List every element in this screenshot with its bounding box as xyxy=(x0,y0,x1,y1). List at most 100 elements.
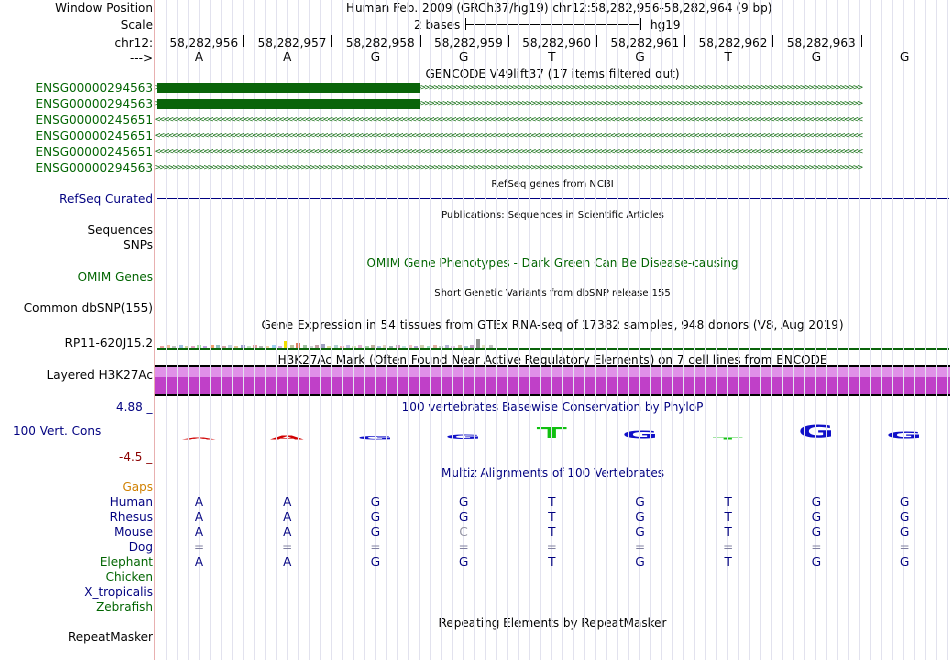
h3k27ac-top-border xyxy=(155,365,950,367)
gencode-item-label[interactable]: ENSG00000294563 xyxy=(35,161,153,175)
grid-line xyxy=(760,0,761,660)
gtex-tissue-bar[interactable] xyxy=(172,346,177,348)
gtex-tissue-bar[interactable] xyxy=(463,346,468,348)
gtex-tissue-bar[interactable] xyxy=(377,346,381,348)
gtex-tissue-bar[interactable] xyxy=(184,346,189,348)
gtex-tissue-bar[interactable] xyxy=(432,345,437,348)
gencode-item-label[interactable]: ENSG00000294563 xyxy=(35,97,153,111)
gtex-tissue-bar[interactable] xyxy=(383,345,388,348)
gtex-tissue-bar[interactable] xyxy=(482,345,487,348)
conservation-label[interactable]: 100 Vert. Cons xyxy=(13,424,102,438)
gtex-tissue-bar[interactable] xyxy=(401,346,406,348)
gtex-tissue-bar[interactable] xyxy=(352,346,357,348)
gtex-tissue-bar[interactable] xyxy=(408,345,412,348)
alignment-base: G xyxy=(811,525,822,539)
ruler-position: 58,282,957 xyxy=(257,36,327,50)
gtex-tissue-bar[interactable] xyxy=(333,345,338,348)
grid-line xyxy=(452,0,453,660)
gtex-tissue-bar[interactable] xyxy=(178,345,183,348)
gtex-tissue-bar[interactable] xyxy=(265,346,270,348)
gencode-item-label[interactable]: ENSG00000245651 xyxy=(35,145,153,159)
species-label[interactable]: Zebrafish xyxy=(96,600,153,614)
gtex-tissue-bar[interactable] xyxy=(228,345,233,348)
grid-line xyxy=(540,0,541,660)
gencode-item-label[interactable]: ENSG00000245651 xyxy=(35,113,153,127)
gtex-tissue-bar[interactable] xyxy=(240,345,245,348)
gtex-tissue-bar[interactable] xyxy=(160,346,164,348)
grid-line xyxy=(562,0,563,660)
gtex-tissue-bar[interactable] xyxy=(215,345,220,348)
species-label[interactable]: X_tropicalis xyxy=(84,585,153,599)
ruler-position: 58,282,960 xyxy=(522,36,591,50)
refseq-line xyxy=(157,198,949,199)
species-label[interactable]: Elephant xyxy=(99,555,153,569)
species-label[interactable]: Mouse xyxy=(114,525,153,539)
repeatmasker-label[interactable]: RepeatMasker xyxy=(67,630,153,644)
gtex-bar-graph[interactable] xyxy=(157,336,557,348)
gtex-tissue-bar[interactable] xyxy=(426,346,431,348)
assembly-position: Human Feb. 2009 (GRCh37/hg19) chr12:58,2… xyxy=(346,1,773,15)
gtex-tissue-bar[interactable] xyxy=(339,346,344,348)
gtex-tissue-bar[interactable] xyxy=(166,345,171,348)
omim-label[interactable]: OMIM Genes xyxy=(77,270,153,284)
snps-label[interactable]: SNPs xyxy=(123,238,153,252)
ruler-tick xyxy=(860,35,862,47)
gencode-item-label[interactable]: ENSG00000245651 xyxy=(35,129,153,143)
h3k27ac-label[interactable]: Layered H3K27Ac xyxy=(46,368,153,382)
grid-line xyxy=(716,0,717,660)
species-label[interactable]: Dog xyxy=(128,540,153,554)
gtex-tissue-bar[interactable] xyxy=(488,345,493,348)
grid-line xyxy=(364,0,365,660)
gtex-tissue-bar[interactable] xyxy=(445,345,450,348)
grid-line xyxy=(529,0,530,660)
gtex-tissue-bar[interactable] xyxy=(315,345,319,348)
reference-base: G xyxy=(370,50,381,64)
species-label[interactable]: Rhesus xyxy=(109,510,153,524)
gtex-tissue-bar[interactable] xyxy=(284,341,288,348)
gaps-label[interactable]: Gaps xyxy=(122,480,153,494)
h3k27ac-signal[interactable] xyxy=(155,365,950,396)
ruler-position: 58,282,959 xyxy=(434,36,503,50)
refseq-label[interactable]: RefSeq Curated xyxy=(59,192,153,206)
species-label[interactable]: Human xyxy=(109,495,153,509)
gtex-tissue-bar[interactable] xyxy=(271,345,276,348)
gtex-tissue-bar[interactable] xyxy=(290,345,295,348)
sequences-label[interactable]: Sequences xyxy=(87,223,153,237)
dbsnp-label[interactable]: Common dbSNP(155) xyxy=(23,301,153,315)
gtex-tissue-bar[interactable] xyxy=(253,345,257,348)
gtex-tissue-bar[interactable] xyxy=(277,346,282,348)
gtex-tissue-bar[interactable] xyxy=(346,345,350,348)
gtex-tissue-bar[interactable] xyxy=(222,346,226,348)
gtex-tissue-bar[interactable] xyxy=(321,344,326,348)
gtex-tissue-bar[interactable] xyxy=(203,346,208,348)
gtex-tissue-bar[interactable] xyxy=(476,339,481,348)
gtex-tissue-bar[interactable] xyxy=(234,346,239,348)
gtex-tissue-bar[interactable] xyxy=(420,345,425,348)
publications-track-title: Publications: Sequences in Scientific Ar… xyxy=(441,210,664,221)
gtex-tissue-bar[interactable] xyxy=(327,346,332,348)
grid-line xyxy=(749,0,750,660)
gtex-tissue-bar[interactable] xyxy=(302,345,307,348)
gtex-tissue-bar[interactable] xyxy=(470,345,474,348)
gtex-tissue-bar[interactable] xyxy=(414,346,419,348)
gtex-tissue-bar[interactable] xyxy=(191,346,195,348)
grid-line xyxy=(342,0,343,660)
gtex-tissue-bar[interactable] xyxy=(370,345,375,348)
gtex-tissue-bar[interactable] xyxy=(209,345,214,348)
reference-base: T xyxy=(724,50,732,64)
gtex-tissue-bar[interactable] xyxy=(457,345,462,348)
alignment-base: T xyxy=(548,495,556,509)
gtex-tissue-bar[interactable] xyxy=(451,346,456,348)
gtex-tissue-bar[interactable] xyxy=(389,346,394,348)
gtex-tissue-bar[interactable] xyxy=(259,346,264,348)
gencode-item-label[interactable]: ENSG00000294563 xyxy=(35,81,153,95)
species-label[interactable]: Chicken xyxy=(105,570,153,584)
gtex-tissue-bar[interactable] xyxy=(308,346,313,348)
gene-intron-arrows: <<<<<<<<<<<<<<<<<<<<<<<<<<<<<<<<<<<<<<<<… xyxy=(155,131,863,141)
gtex-tissue-bar[interactable] xyxy=(358,345,363,348)
gtex-tissue-bar[interactable] xyxy=(364,346,369,348)
gene-exon-block xyxy=(157,99,420,109)
gtex-tissue-bar[interactable] xyxy=(246,346,251,348)
gtex-gene-label[interactable]: RP11-620J15.2 xyxy=(64,336,153,350)
grid-line xyxy=(903,0,904,660)
